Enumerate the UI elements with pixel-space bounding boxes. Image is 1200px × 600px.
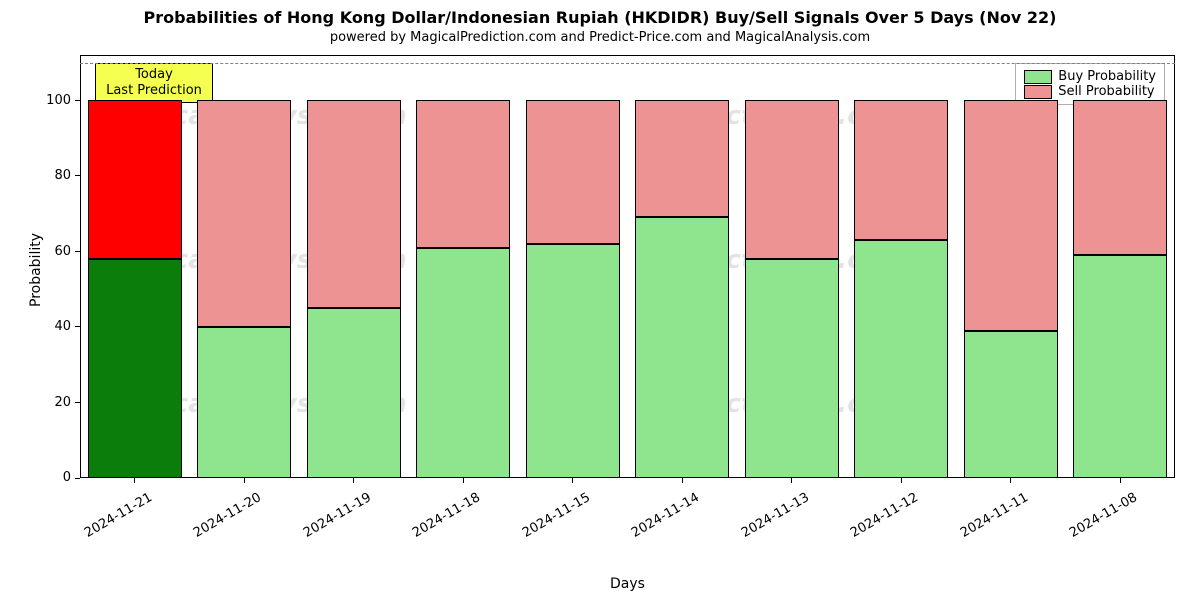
ytick-label: 60	[54, 244, 71, 259]
ytick-label: 20	[54, 395, 71, 410]
chart-title: Probabilities of Hong Kong Dollar/Indone…	[0, 8, 1200, 27]
reference-line	[80, 63, 1175, 64]
xtick-label: 2024-11-15	[501, 479, 612, 552]
ytick-mark	[75, 175, 80, 176]
bar-sell	[197, 100, 291, 327]
bar-sell	[854, 100, 948, 240]
annotation-line-2: Last Prediction	[96, 83, 212, 99]
ytick-label: 0	[63, 470, 71, 485]
bar-buy	[197, 327, 291, 478]
bar-buy	[526, 244, 620, 478]
legend: Buy ProbabilitySell Probability	[1015, 63, 1165, 105]
xtick-mark	[1120, 478, 1121, 483]
bar-sell	[635, 100, 729, 217]
ytick-label: 100	[46, 93, 71, 108]
today-annotation: Today Last Prediction	[95, 63, 213, 103]
legend-label: Buy Probability	[1058, 69, 1156, 84]
legend-swatch	[1024, 85, 1052, 99]
xtick-mark	[572, 478, 573, 483]
annotation-line-1: Today	[96, 67, 212, 83]
xtick-label: 2024-11-19	[282, 479, 393, 552]
bar-sell	[526, 100, 620, 244]
legend-label: Sell Probability	[1058, 84, 1154, 99]
x-axis-label: Days	[80, 576, 1175, 592]
xtick-mark	[244, 478, 245, 483]
legend-swatch	[1024, 70, 1052, 84]
ytick-mark	[75, 100, 80, 101]
ytick-mark	[75, 478, 80, 479]
xtick-mark	[1010, 478, 1011, 483]
bar-buy	[88, 259, 182, 478]
bar-buy	[745, 259, 839, 478]
xtick-mark	[134, 478, 135, 483]
bar-buy	[854, 240, 948, 478]
xtick-label: 2024-11-13	[720, 479, 831, 552]
bar-sell	[307, 100, 401, 308]
bar-buy	[1073, 255, 1167, 478]
xtick-label: 2024-11-12	[829, 479, 940, 552]
xtick-label: 2024-11-08	[1048, 479, 1159, 552]
bar-sell	[964, 100, 1058, 330]
xtick-mark	[682, 478, 683, 483]
ytick-label: 40	[54, 319, 71, 334]
chart-subtitle: powered by MagicalPrediction.com and Pre…	[0, 30, 1200, 45]
xtick-mark	[901, 478, 902, 483]
bar-buy	[635, 217, 729, 478]
legend-item: Buy Probability	[1024, 69, 1156, 84]
xtick-mark	[463, 478, 464, 483]
y-axis-label: Probability	[28, 232, 44, 306]
bar-sell	[745, 100, 839, 259]
ytick-mark	[75, 402, 80, 403]
xtick-label: 2024-11-11	[939, 479, 1050, 552]
bar-sell	[416, 100, 510, 247]
xtick-label: 2024-11-18	[391, 479, 502, 552]
chart-frame: Probabilities of Hong Kong Dollar/Indone…	[0, 0, 1200, 600]
bar-buy	[416, 248, 510, 478]
ytick-label: 80	[54, 168, 71, 183]
bar-buy	[307, 308, 401, 478]
xtick-label: 2024-11-14	[610, 479, 721, 552]
bar-buy	[964, 331, 1058, 478]
ytick-mark	[75, 326, 80, 327]
legend-item: Sell Probability	[1024, 84, 1156, 99]
bar-sell	[88, 100, 182, 259]
bar-sell	[1073, 100, 1167, 255]
ytick-mark	[75, 251, 80, 252]
xtick-label: 2024-11-21	[63, 479, 174, 552]
xtick-mark	[353, 478, 354, 483]
xtick-label: 2024-11-20	[172, 479, 283, 552]
xtick-mark	[791, 478, 792, 483]
